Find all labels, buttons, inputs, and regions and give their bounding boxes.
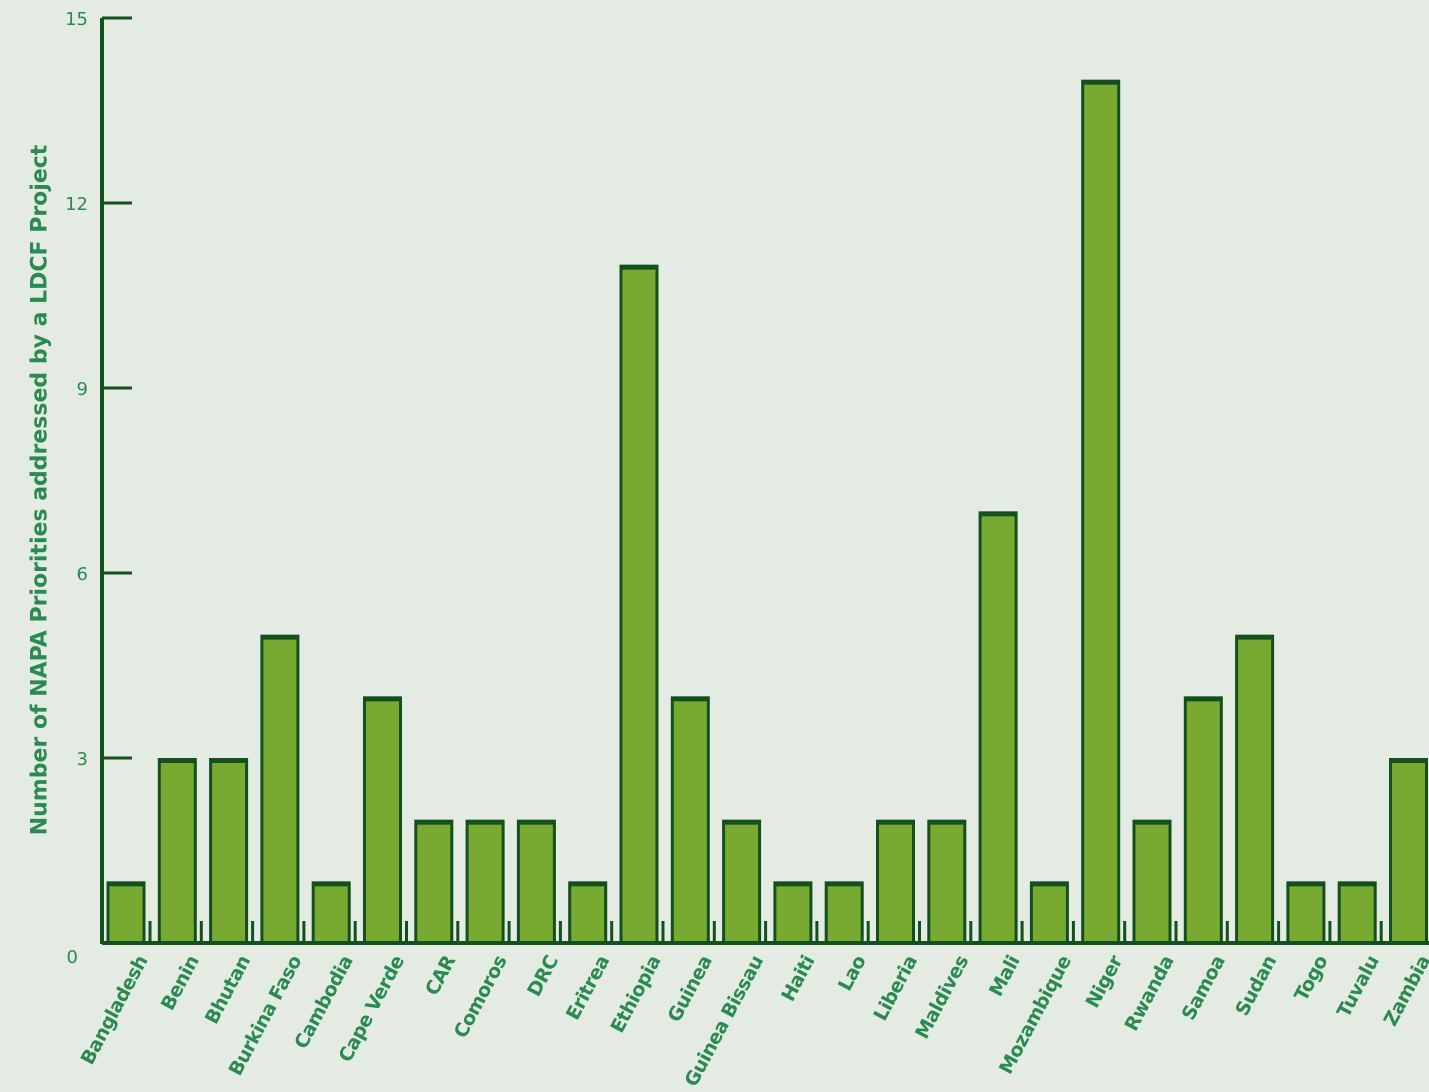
bar-separator-tick bbox=[405, 921, 408, 943]
y-tick-label: 0 bbox=[67, 947, 78, 968]
bar bbox=[673, 701, 707, 943]
x-tick-label: Mali bbox=[985, 952, 1025, 1000]
y-axis-label: Number of NAPA Priorities addressed by a… bbox=[27, 144, 53, 836]
y-tick-label: 3 bbox=[77, 749, 88, 770]
x-tick-label: Liberia bbox=[869, 952, 921, 1024]
bar-separator-tick bbox=[661, 921, 665, 943]
x-tick-label: Rwanda bbox=[1121, 952, 1179, 1035]
bar-separator-tick bbox=[1174, 921, 1178, 943]
bar-separator-tick bbox=[1328, 921, 1332, 943]
x-tick-label: Samoa bbox=[1178, 952, 1230, 1024]
y-tick-label: 12 bbox=[65, 194, 88, 215]
x-tick-label: Bangladesh bbox=[77, 952, 153, 1068]
bar-separator-tick bbox=[353, 921, 357, 943]
bar bbox=[417, 824, 451, 943]
bar bbox=[1135, 824, 1169, 943]
bar-separator-tick bbox=[507, 921, 511, 943]
bar-separator-tick bbox=[456, 921, 460, 943]
y-tick-label: 15 bbox=[65, 9, 88, 30]
bar-separator-tick bbox=[1379, 921, 1383, 943]
bar bbox=[1186, 701, 1220, 943]
x-tick-label: Ethiopia bbox=[607, 952, 666, 1037]
x-tick-label: Bhutan bbox=[201, 952, 255, 1028]
bar bbox=[109, 886, 143, 943]
bar bbox=[622, 269, 656, 944]
x-tick-label: Guinea bbox=[664, 952, 717, 1026]
bar bbox=[1032, 886, 1066, 943]
bar bbox=[1289, 886, 1323, 943]
bar-separator-tick bbox=[1123, 921, 1127, 943]
y-tick-label: 6 bbox=[77, 564, 88, 585]
x-tick-label: Benin bbox=[157, 952, 204, 1014]
bar-separator-tick bbox=[1225, 921, 1229, 943]
bar-separator-tick bbox=[866, 921, 870, 943]
bar bbox=[160, 763, 194, 943]
x-tick-label: Maldives bbox=[911, 952, 973, 1043]
bar-separator-tick bbox=[969, 921, 973, 943]
bar-separator-tick bbox=[764, 921, 768, 943]
bar bbox=[1392, 763, 1425, 943]
bar bbox=[366, 701, 399, 943]
bar-separator-tick bbox=[558, 921, 562, 943]
x-tick-label: Zambia bbox=[1380, 952, 1429, 1030]
x-tick-label: Comoros bbox=[450, 952, 512, 1042]
bar bbox=[263, 639, 297, 943]
x-tick-label: DRC bbox=[523, 952, 563, 1000]
bar-separator-tick bbox=[815, 921, 819, 943]
bar bbox=[1340, 886, 1374, 943]
bar bbox=[314, 886, 348, 943]
x-tick-label: Tuvalu bbox=[1333, 952, 1384, 1021]
bar bbox=[981, 516, 1015, 943]
bar bbox=[879, 824, 912, 943]
bar-separator-tick bbox=[1277, 921, 1281, 943]
y-tick-label: 9 bbox=[77, 379, 88, 400]
x-tick-label: Niger bbox=[1082, 951, 1128, 1012]
bar-separator-tick bbox=[610, 921, 614, 943]
x-tick-label: Haiti bbox=[777, 952, 819, 1005]
bar bbox=[468, 824, 502, 943]
bar-separator-tick bbox=[1071, 921, 1075, 943]
bar-separator-tick bbox=[199, 921, 203, 943]
x-tick-label: Togo bbox=[1290, 952, 1332, 1005]
bar-separator-tick bbox=[712, 921, 716, 943]
bar bbox=[212, 763, 246, 943]
x-tick-label: Sudan bbox=[1231, 952, 1281, 1019]
x-tick-label: Lao bbox=[834, 952, 871, 995]
bar bbox=[571, 886, 605, 943]
bar-separator-tick bbox=[918, 921, 921, 943]
x-tick-label: CAR bbox=[421, 951, 460, 999]
bar-separator-tick bbox=[302, 921, 306, 943]
bar bbox=[776, 886, 810, 943]
bar-separator-tick bbox=[148, 921, 152, 943]
bar bbox=[827, 886, 861, 943]
bar bbox=[519, 824, 553, 943]
x-tick-label: Eritrea bbox=[562, 952, 614, 1024]
bar bbox=[1084, 84, 1118, 943]
bar bbox=[725, 824, 759, 943]
bar bbox=[930, 824, 964, 943]
bar-separator-tick bbox=[251, 921, 255, 943]
bar-separator-tick bbox=[1020, 921, 1024, 943]
bar bbox=[1238, 639, 1272, 943]
